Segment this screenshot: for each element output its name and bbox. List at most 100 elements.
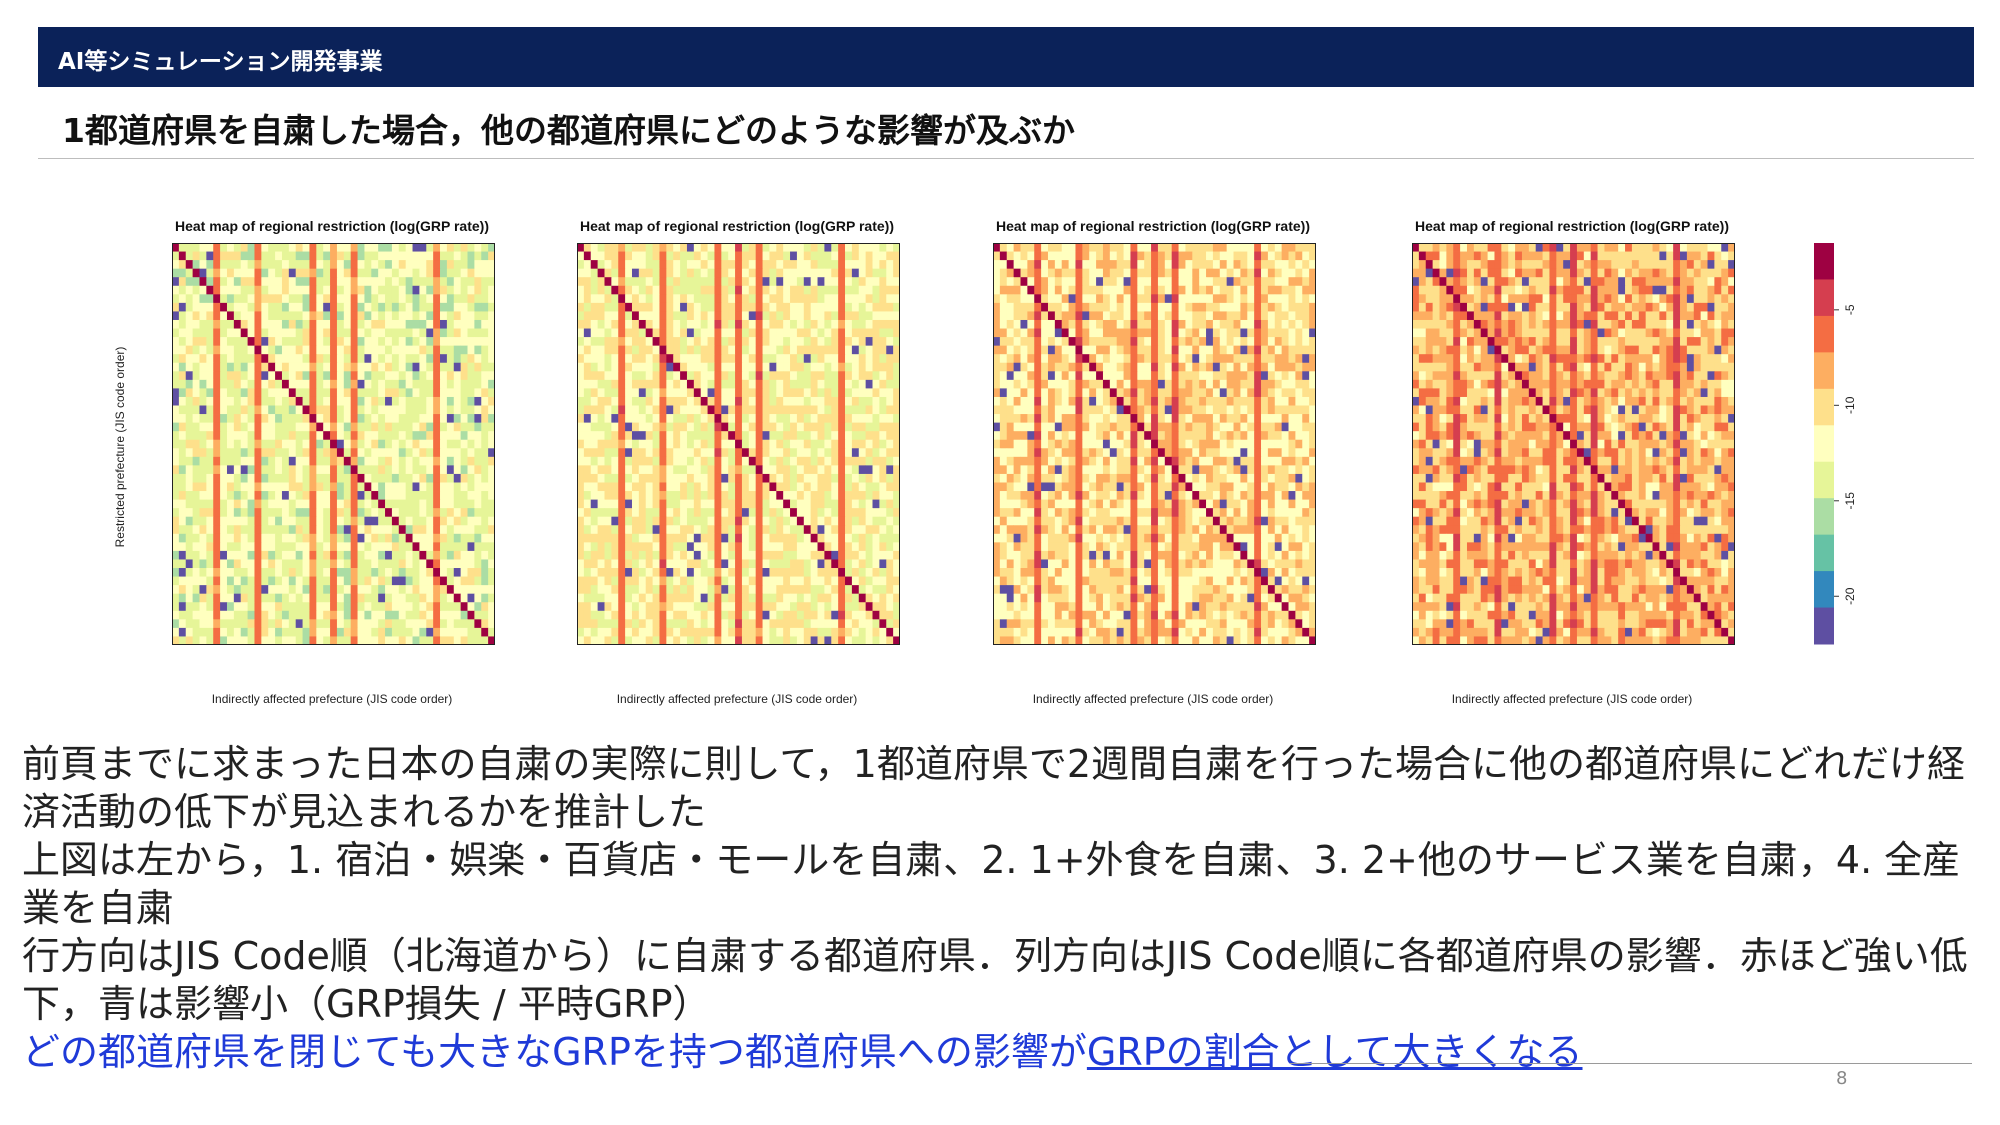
heatmap-cell (707, 585, 715, 595)
heatmap-cell (1054, 311, 1063, 321)
heatmap-cell (577, 439, 585, 449)
heatmap-cell (597, 379, 605, 389)
heatmap-cell (1206, 302, 1214, 312)
heatmap-cell (838, 260, 846, 270)
heatmap-cell (206, 448, 214, 458)
heatmap-cell (686, 568, 695, 577)
heatmap-cell (845, 388, 853, 398)
heatmap-cell (652, 602, 660, 612)
heatmap-cell (1144, 251, 1152, 261)
heatmap-cell (391, 243, 400, 252)
heatmap-cell (1240, 319, 1248, 329)
heatmap-cell (577, 388, 585, 398)
heatmap-cell (336, 465, 345, 475)
heatmap-cell (1309, 251, 1316, 261)
heatmap-cell (220, 448, 228, 458)
heatmap-cell (741, 568, 750, 577)
heatmap-cell (741, 636, 750, 645)
heatmap-cell (583, 414, 592, 424)
heatmap-cell (611, 448, 619, 458)
heatmap-cell (309, 328, 317, 338)
heatmap-cell (652, 516, 660, 526)
heatmap-cell (268, 550, 276, 560)
heatmap-cell (371, 473, 379, 483)
heatmap-cell (831, 302, 839, 312)
heatmap-cell (631, 268, 640, 278)
heatmap-cell (426, 456, 434, 466)
heatmap-cell (426, 499, 434, 509)
heatmap-cell (590, 405, 599, 415)
heatmap-cell (371, 559, 379, 569)
heatmap-cell (261, 285, 269, 295)
heatmap-cell (673, 439, 681, 449)
heatmap-cell (810, 345, 818, 355)
heatmap-cell (316, 311, 324, 321)
heatmap-cell (735, 285, 743, 295)
heatmap-cell (1295, 260, 1303, 270)
heatmap-cell (295, 576, 303, 586)
heatmap-cell (178, 542, 187, 552)
heatmap-cell (769, 559, 777, 569)
heatmap-cell (233, 550, 242, 560)
heatmap-cell (185, 388, 194, 398)
heatmap-cell (1096, 260, 1104, 270)
heatmap-cell (872, 422, 880, 432)
heatmap-cell (433, 499, 441, 509)
heatmap-cell (240, 636, 248, 645)
heatmap-cell (686, 422, 695, 432)
heatmap-cell (673, 516, 681, 526)
heatmap-cell (488, 354, 495, 364)
heatmap-cell (673, 576, 681, 586)
heatmap-cell (680, 251, 688, 261)
heatmap-cell (378, 319, 386, 329)
heatmap-cell (378, 277, 386, 287)
heatmap-cell (330, 422, 338, 432)
heatmap-cell (645, 576, 653, 586)
heatmap-cell (783, 294, 791, 304)
heatmap-cell (1089, 328, 1097, 338)
heatmap-cell (336, 311, 345, 321)
heatmap-cell (364, 593, 372, 603)
heatmap-cell (1075, 285, 1083, 295)
heatmap-cell (1206, 328, 1214, 338)
heatmap-cell (226, 568, 235, 577)
heatmap-cell (872, 568, 880, 577)
heatmap-cell (886, 550, 894, 560)
heatmap-cell (385, 610, 393, 620)
heatmap-cell (460, 379, 468, 389)
heatmap-cell (1020, 311, 1028, 321)
heatmap-cell (728, 568, 736, 577)
heatmap-cell (700, 448, 708, 458)
heatmap-cell (254, 576, 262, 586)
heatmap-cell (838, 388, 846, 398)
heatmap-cell (865, 311, 873, 321)
heatmap-cell (858, 388, 867, 398)
heatmap-cell (845, 585, 853, 595)
heatmap-cell (371, 354, 379, 364)
heatmap-cell (838, 243, 846, 252)
heatmap-cell (803, 533, 812, 543)
heatmap-cell (288, 499, 297, 509)
heatmap-cell (488, 302, 495, 312)
heatmap-cell (1212, 260, 1221, 270)
heatmap-cell (769, 448, 777, 458)
heatmap-cell (233, 268, 242, 278)
heatmap-cell (467, 354, 475, 364)
heatmap-cell (769, 465, 777, 475)
heatmap-cell (474, 559, 482, 569)
heatmap-cell (1178, 319, 1186, 329)
heatmap-cell (206, 362, 214, 372)
heatmap-cell (481, 491, 489, 500)
heatmap-cell (700, 559, 708, 569)
heatmap-cell (240, 448, 248, 458)
heatmap-cell (364, 319, 372, 329)
heatmap-cell (893, 576, 900, 586)
heatmap-cell (302, 559, 310, 569)
heatmap-cell (680, 482, 688, 492)
heatmap-cell (412, 576, 420, 586)
heatmap-cell (261, 593, 269, 603)
heatmap-cell (590, 319, 599, 329)
heatmap-cell (803, 610, 812, 620)
heatmap-cell (261, 396, 269, 406)
heatmap-cell (1116, 319, 1124, 329)
